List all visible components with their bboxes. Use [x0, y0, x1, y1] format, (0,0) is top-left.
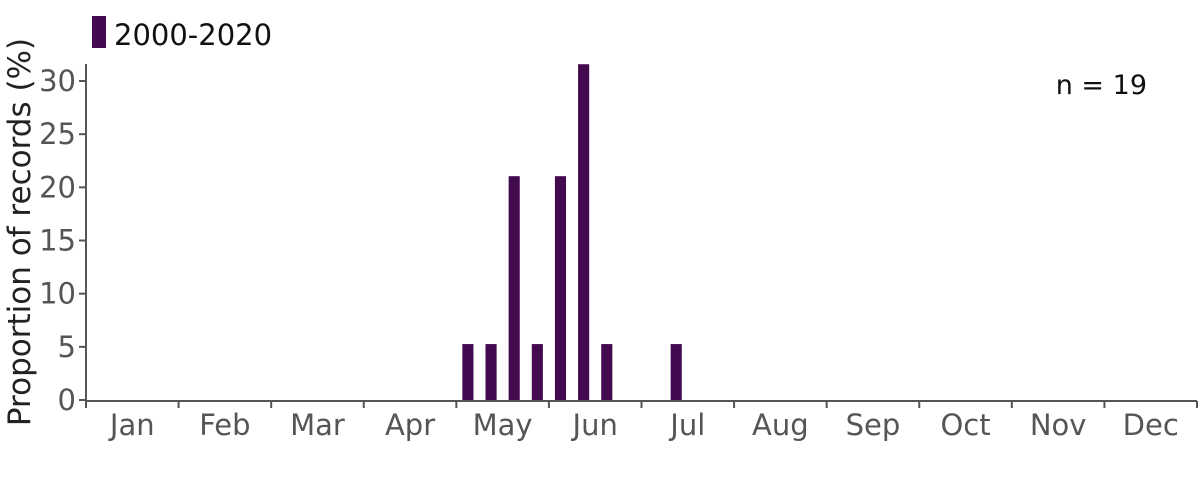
bar	[485, 344, 497, 400]
bar	[508, 176, 520, 400]
x-tick-label: Jun	[571, 408, 618, 442]
y-axis-title: Proportion of records (%)	[2, 38, 38, 426]
y-tick-label: 0	[58, 383, 76, 417]
x-tick-label: Nov	[1030, 408, 1087, 442]
sample-size-annotation: n = 19	[1056, 70, 1147, 101]
y-tick-label: 15	[39, 224, 76, 258]
x-tick-label: May	[473, 408, 533, 442]
y-tick-label: 5	[58, 330, 76, 364]
x-tick-label: Oct	[940, 408, 990, 442]
x-tick-label: Mar	[290, 408, 345, 442]
bar	[601, 344, 613, 400]
bar	[462, 344, 474, 400]
bar	[670, 344, 682, 400]
bar	[531, 344, 543, 400]
bars	[462, 64, 682, 401]
x-ticks: Jan Feb Mar Apr May Jun Jul Aug Sep Oct Nov Dec	[85, 401, 1198, 442]
x-tick-label: Jan	[108, 408, 155, 442]
x-tick-label: Aug	[752, 408, 809, 442]
y-tick-label: 20	[39, 170, 76, 204]
legend-label: 2000-2020	[114, 18, 272, 52]
bar	[554, 176, 567, 400]
x-tick-label: Jul	[668, 408, 705, 442]
y-tick-label: 30	[39, 64, 76, 98]
x-tick-label: Apr	[385, 408, 435, 442]
y-tick-label: 10	[39, 277, 76, 311]
legend-swatch	[92, 16, 106, 48]
x-tick-label: Feb	[199, 408, 250, 442]
bar	[578, 64, 590, 401]
legend: 2000-2020	[92, 16, 272, 52]
x-tick-label: Sep	[846, 408, 901, 442]
x-tick-label: Dec	[1123, 408, 1179, 442]
y-tick-label: 25	[39, 117, 76, 151]
y-ticks: 0 5 10 15 20 25 30	[39, 64, 86, 417]
axes	[85, 64, 1197, 402]
